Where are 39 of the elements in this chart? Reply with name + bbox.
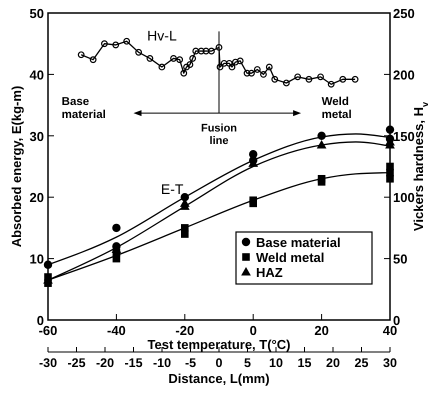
x2-tick-label: 15 [298, 356, 312, 370]
y2-tick-label: 150 [393, 128, 415, 144]
x2-tick-label: -20 [96, 356, 114, 370]
legend-label: HAZ [256, 265, 283, 280]
x2-axis-title: Distance, L(mm) [168, 371, 270, 386]
y-axis-title: Absorbed energy, E(kg-m) [9, 86, 24, 248]
x2-tick-label: 25 [354, 356, 368, 370]
annotation: Hv-L [147, 28, 177, 44]
annotation: Weld metal [322, 96, 352, 122]
y2-tick-label: 250 [393, 6, 415, 21]
x2-tick-label: 10 [269, 356, 283, 370]
y2-tick-label: 50 [393, 252, 408, 267]
annotation: Base material [62, 96, 106, 122]
legend-label: Weld metal [256, 250, 324, 265]
legend-label: Base material [256, 235, 341, 250]
y-tick-label: 0 [36, 313, 44, 328]
y-tick-label: 20 [30, 190, 44, 206]
y-tick-label: 50 [30, 6, 44, 21]
x-tick-label: -20 [175, 323, 194, 338]
x2-tick-label: -25 [67, 356, 86, 370]
x-tick-label: 0 [250, 323, 257, 338]
x2-tick-label: -30 [38, 356, 58, 370]
x-tick-label: -40 [107, 323, 126, 338]
x-tick-label: 20 [314, 323, 329, 338]
x-axis-title: Test temperature, T(°C) [148, 337, 290, 352]
ref-line-label: Fusion line [200, 122, 238, 147]
x2-tick-label: -5 [184, 356, 196, 370]
annotation: E-T [160, 181, 184, 198]
y-tick-label: 10 [30, 252, 44, 267]
y2-tick-label: 200 [393, 67, 415, 82]
x2-tick-label: 5 [244, 356, 252, 370]
x2-tick-label: 30 [383, 356, 397, 370]
x2-tick-label: 0 [216, 356, 223, 370]
y-tick-label: 30 [30, 128, 44, 144]
x2-tick-label: 20 [326, 356, 340, 370]
x2-tick-label: -10 [152, 356, 172, 370]
y-tick-label: 40 [30, 67, 44, 82]
y2-tick-label: 100 [393, 190, 415, 206]
x2-tick-label: -15 [124, 356, 143, 370]
